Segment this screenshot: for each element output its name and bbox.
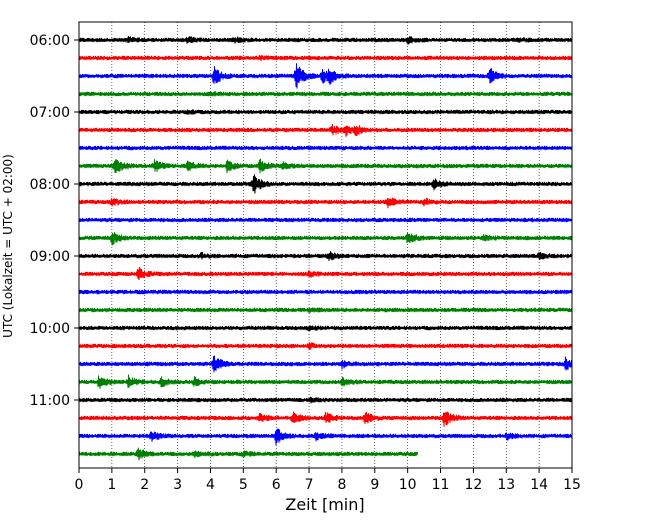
trace-0730: [78, 145, 573, 151]
y-tick-label: 07:00: [30, 105, 70, 121]
x-tick-label: 10: [399, 477, 417, 493]
trace-0645: [78, 91, 573, 97]
x-tick-label: 9: [370, 477, 379, 493]
trace-0915: [78, 266, 573, 281]
x-axis-label: Zeit [min]: [285, 495, 364, 514]
trace-0700: [78, 109, 573, 115]
trace-0630: [78, 63, 573, 89]
trace-1100: [78, 396, 573, 404]
plot-frame: [78, 21, 573, 469]
y-tick-label: 08:00: [30, 177, 70, 193]
trace-0830: [78, 217, 573, 223]
x-tick-label: 13: [497, 477, 515, 493]
trace-0945: [78, 307, 573, 314]
trace-0815: [78, 197, 573, 209]
trace-1145: [78, 447, 418, 461]
trace-1045: [78, 374, 573, 389]
y-tick-label: 10:00: [30, 321, 70, 337]
y-axis-ticks: 06:00 07:00 08:00 09:00 10:00 11:00: [30, 33, 79, 409]
y-axis-label: UTC (Lokalzeit = UTC + 02:00): [1, 154, 15, 338]
x-axis-ticks: 0 1 2 3 4 5 6 7 8 9 10 11 12 13 14 15: [75, 468, 581, 493]
x-tick-label: 11: [432, 477, 450, 493]
x-tick-label: 5: [239, 477, 248, 493]
x-tick-label: 3: [173, 477, 182, 493]
trace-1015: [78, 342, 573, 350]
x-tick-label: 7: [305, 477, 314, 493]
x-tick-label: 12: [464, 477, 482, 493]
y-tick-label: 11:00: [30, 393, 70, 409]
trace-0800: [78, 174, 573, 194]
y-tick-label: 06:00: [30, 33, 70, 49]
x-tick-label: 8: [337, 477, 346, 493]
trace-0615: [78, 54, 573, 62]
x-tick-label: 6: [272, 477, 281, 493]
y-tick-label: 09:00: [30, 249, 70, 265]
trace-1130: [78, 428, 573, 446]
trace-0715: [78, 123, 573, 137]
x-tick-label: 14: [530, 477, 548, 493]
trace-1030: [78, 355, 573, 373]
trace-0845: [78, 232, 573, 246]
x-tick-label: 1: [107, 477, 116, 493]
trace-0900: [78, 251, 573, 261]
x-tick-label: 15: [563, 477, 581, 493]
x-tick-label: 2: [140, 477, 149, 493]
trace-1000: [78, 325, 573, 332]
seismogram-traces: [78, 36, 573, 461]
x-tick-label: 4: [206, 477, 215, 493]
trace-0745: [78, 158, 573, 174]
trace-0930: [78, 289, 573, 295]
trace-1115: [78, 411, 573, 427]
x-tick-label: 0: [75, 477, 84, 493]
trace-0600: [78, 36, 573, 45]
